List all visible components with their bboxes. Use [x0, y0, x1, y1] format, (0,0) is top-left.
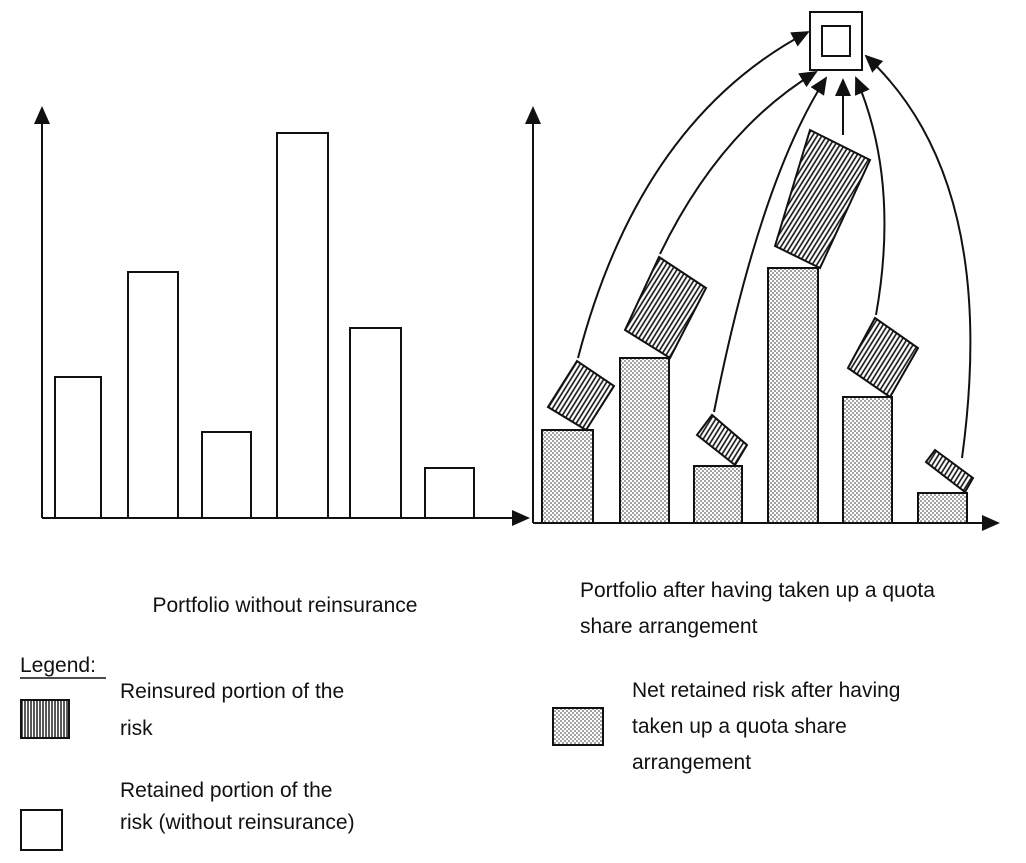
net-bar: [693, 465, 743, 524]
bar: [201, 431, 252, 519]
net-bar: [842, 396, 893, 524]
right-chart: Portfolio after having taken up a quota …: [525, 11, 1000, 638]
bar: [349, 327, 402, 519]
bar: [276, 132, 329, 519]
caption: Portfolio without reinsurance: [153, 594, 418, 617]
legend-label: risk: [120, 717, 153, 740]
bar: [424, 467, 475, 519]
legend-label: risk (without reinsurance): [120, 811, 355, 834]
reinsured-part: [546, 359, 616, 432]
left-chart: Portfolio without reinsurance: [34, 106, 530, 617]
legend-swatch: [552, 707, 604, 746]
reinsured-part: [846, 316, 920, 399]
net-bar: [917, 492, 968, 524]
reinsured-part: [623, 255, 708, 360]
reinsurer-box-inner: [821, 25, 851, 57]
legend: Legend: Reinsured portion of the risk Ne…: [20, 654, 900, 851]
net-bar: [767, 267, 819, 524]
legend-label: arrangement: [632, 751, 751, 774]
caption: Portfolio after having taken up a quota: [580, 579, 935, 602]
legend-label: Net retained risk after having: [632, 679, 900, 702]
arrow: [713, 76, 828, 413]
reinsured-part: [773, 128, 872, 270]
arrow: [577, 31, 810, 359]
bar: [54, 376, 102, 519]
arrow: [864, 54, 972, 459]
caption: share arrangement: [580, 615, 758, 638]
legend-swatch: [20, 699, 70, 739]
legend-swatch: [20, 809, 63, 851]
arrow: [659, 70, 818, 255]
reinsured-part: [695, 413, 749, 467]
reinsurer-box: [809, 11, 863, 71]
legend-label: taken up a quota share: [632, 715, 847, 738]
reinsured-part: [924, 448, 975, 494]
net-bar: [619, 357, 670, 524]
legend-label: Retained portion of the: [120, 779, 332, 802]
net-bar: [541, 429, 594, 524]
arrow: [854, 76, 886, 316]
legend-title: Legend:: [20, 654, 96, 677]
bar: [127, 271, 179, 519]
legend-label: Reinsured portion of the: [120, 680, 344, 703]
